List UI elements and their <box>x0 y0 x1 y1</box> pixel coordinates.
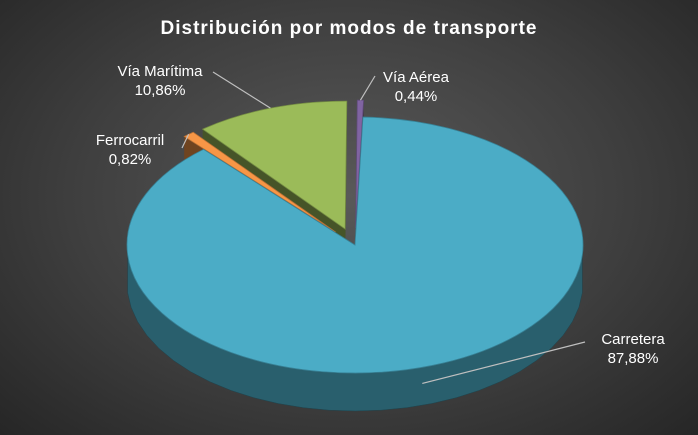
leader-line-ferrocarril <box>181 134 190 149</box>
slice-label-carretera: Carretera 87,88% <box>588 330 678 368</box>
chart-title: Distribución por modos de transporte <box>160 18 538 39</box>
slice-label-via-maritima: Vía Marítima 10,86% <box>102 62 218 100</box>
slice-value-ferrocarril: 0,82% <box>108 151 152 168</box>
slice-name-ferrocarril: Ferrocarril <box>95 132 165 149</box>
slice-label-ferrocarril: Ferrocarril 0,82% <box>78 131 182 169</box>
leader-line-via-maritima <box>212 71 271 109</box>
slice-top-carretera <box>126 116 584 374</box>
slice-name-via-aerea: Vía Aérea <box>383 69 449 86</box>
leader-line-carretera <box>422 341 586 385</box>
slice-top-via-maritima <box>201 100 348 230</box>
slice-value-via-maritima: 10,86% <box>134 82 186 99</box>
slice-carretera <box>126 116 584 412</box>
slice-label-via-aerea: Vía Aérea 0,44% <box>370 68 462 106</box>
slice-name-carretera: Carretera <box>601 331 665 348</box>
slice-top-ferrocarril <box>183 131 336 233</box>
slice-name-via-maritima: Vía Marítima <box>117 63 203 80</box>
leader-line-via-aerea <box>359 75 376 101</box>
slice-value-via-aerea: 0,44% <box>394 88 438 105</box>
slice-value-carretera: 87,88% <box>607 350 659 367</box>
